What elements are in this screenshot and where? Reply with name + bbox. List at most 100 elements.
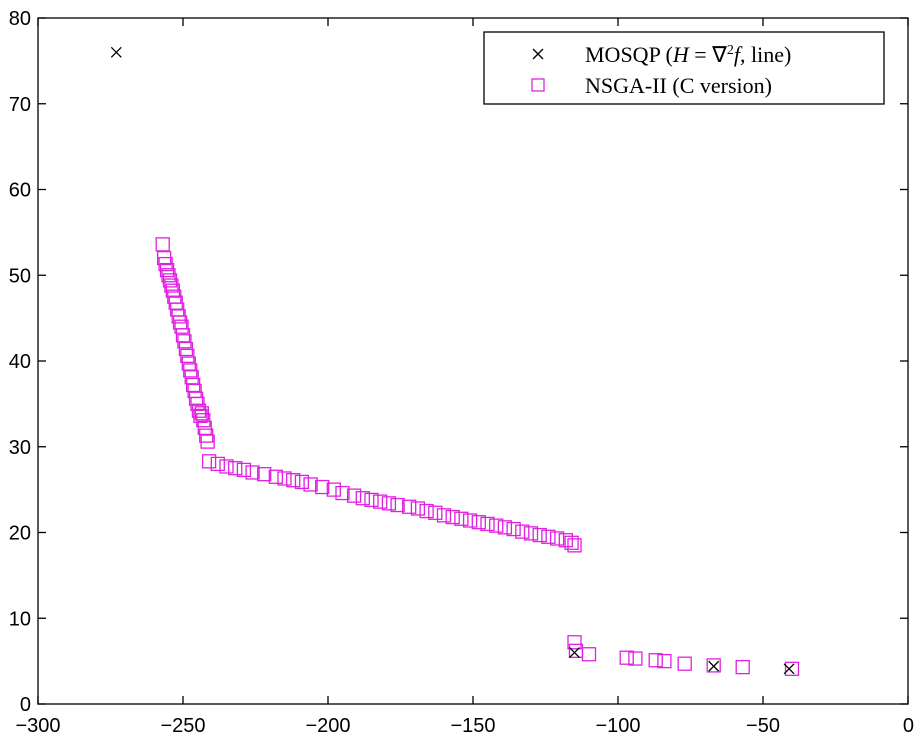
nsga-ii-point: [355, 491, 370, 506]
x-tick-label: −50: [746, 715, 780, 737]
y-tick-label: 70: [9, 94, 31, 116]
nsga-ii-point: [177, 334, 192, 349]
plot-area: [38, 18, 908, 704]
nsga-ii-point: [735, 659, 750, 675]
series-nsga-ii: [155, 237, 800, 676]
legend-entry-mosqp: MOSQP (H = ∇2f, line): [532, 42, 791, 67]
nsga-ii-point: [286, 473, 301, 488]
plot-frame: [37, 17, 909, 705]
nsga-ii-point: [489, 518, 504, 533]
nsga-ii-point: [174, 319, 189, 334]
nsga-ii-point: [219, 459, 234, 474]
nsga-ii-point: [567, 635, 582, 650]
mosqp-point: [110, 46, 122, 58]
nsga-ii-point: [390, 497, 405, 513]
nsga-ii-point: [410, 501, 426, 516]
nsga-ii-point: [428, 505, 443, 520]
nsga-ii-point: [564, 535, 579, 550]
nsga-ii-point: [549, 531, 565, 546]
x-tick-label: 0: [903, 715, 914, 737]
nsga-ii-point: [619, 650, 634, 665]
nsga-ii-point: [268, 469, 283, 484]
nsga-ii-point: [581, 647, 597, 662]
y-tick-label: 0: [20, 694, 31, 716]
legend-box: [483, 31, 885, 105]
x-tick-label: −100: [595, 715, 640, 737]
nsga-ii-point: [558, 533, 573, 548]
y-tick-label: 50: [9, 265, 31, 287]
nsga-ii-point: [161, 268, 176, 283]
legend-marker-x: [532, 48, 544, 60]
nsga-ii-point: [303, 477, 318, 492]
nsga-ii-point: [326, 482, 341, 497]
x-tick-label: −300: [15, 715, 60, 737]
nsga-ii-point: [402, 499, 417, 514]
nsga-ii-point: [784, 661, 800, 676]
x-tick-label: −150: [450, 715, 495, 737]
legend-entry-nsga-ii: NSGA-II (C version): [531, 73, 772, 98]
nsga-ii-point: [315, 479, 330, 495]
nsga-ii-point: [162, 273, 178, 288]
nsga-ii-point: [155, 237, 170, 252]
nsga-ii-point: [445, 509, 460, 525]
nsga-ii-point: [628, 651, 643, 666]
mosqp-point: [708, 660, 720, 672]
y-tick-label: 10: [9, 608, 31, 630]
nsga-ii-point: [381, 496, 397, 511]
legend-label-mosqp: MOSQP (H = ∇2f, line): [585, 42, 791, 67]
nsga-ii-point: [188, 391, 204, 406]
nsga-ii-point: [277, 471, 292, 486]
nsga-ii-point: [191, 403, 207, 418]
nsga-ii-point: [480, 516, 495, 532]
nsga-ii-point: [657, 653, 672, 669]
nsga-ii-point: [677, 656, 692, 671]
nsga-ii-point: [346, 488, 362, 503]
x-tick-label: −250: [160, 715, 205, 737]
nsga-ii-point: [497, 520, 513, 535]
nsga-ii-point: [200, 434, 215, 449]
nsga-ii-point: [201, 454, 217, 469]
nsga-ii-point: [184, 370, 199, 385]
y-tick-label: 60: [9, 180, 31, 202]
nsga-ii-point: [567, 538, 582, 553]
nsga-ii-point: [523, 526, 539, 541]
nsga-ii-point: [164, 278, 179, 293]
nsga-ii-point: [373, 494, 388, 509]
nsga-ii-point: [532, 527, 547, 543]
nsga-ii-point: [436, 508, 452, 523]
nsga-ii-point: [159, 262, 175, 278]
mosqp-point: [569, 647, 580, 659]
nsga-ii-point: [419, 503, 434, 519]
nsga-ii-point: [335, 485, 350, 501]
nsga-ii-point: [648, 653, 663, 668]
nsga-ii-point: [180, 348, 195, 364]
nsga-ii-point: [257, 467, 272, 482]
x-tick-label: −200: [305, 715, 350, 737]
y-tick-label: 20: [9, 523, 31, 545]
mosqp-point: [783, 663, 795, 675]
nsga-ii-point: [193, 408, 208, 424]
nsga-ii-point: [364, 492, 379, 508]
nsga-ii-point: [228, 461, 243, 476]
nsga-ii-point: [196, 413, 211, 428]
legend-label-nsga-ii: NSGA-II (C version): [585, 73, 772, 98]
nsga-ii-point: [245, 465, 260, 480]
nsga-ii-point: [541, 529, 556, 544]
nsga-ii-point: [454, 511, 469, 526]
nsga-ii-point: [462, 513, 478, 528]
y-tick-label: 40: [9, 351, 31, 373]
nsga-ii-point: [294, 474, 310, 490]
nsga-ii-point: [236, 462, 252, 478]
y-tick-label: 30: [9, 437, 31, 459]
legend-marker-square: [531, 78, 545, 92]
series-mosqp: [110, 46, 795, 675]
nsga-ii-point: [506, 521, 521, 537]
legend: MOSQP (H = ∇2f, line) NSGA-II (C version…: [483, 31, 885, 105]
nsga-ii-point: [706, 658, 721, 673]
y-tick-label: 80: [9, 8, 31, 30]
nsga-ii-point: [210, 456, 225, 472]
nsga-ii-point: [515, 524, 530, 539]
y-axis-ticks: 0 10 20 30 40 50 60 70 80: [9, 8, 908, 716]
nsga-ii-point: [197, 420, 212, 436]
